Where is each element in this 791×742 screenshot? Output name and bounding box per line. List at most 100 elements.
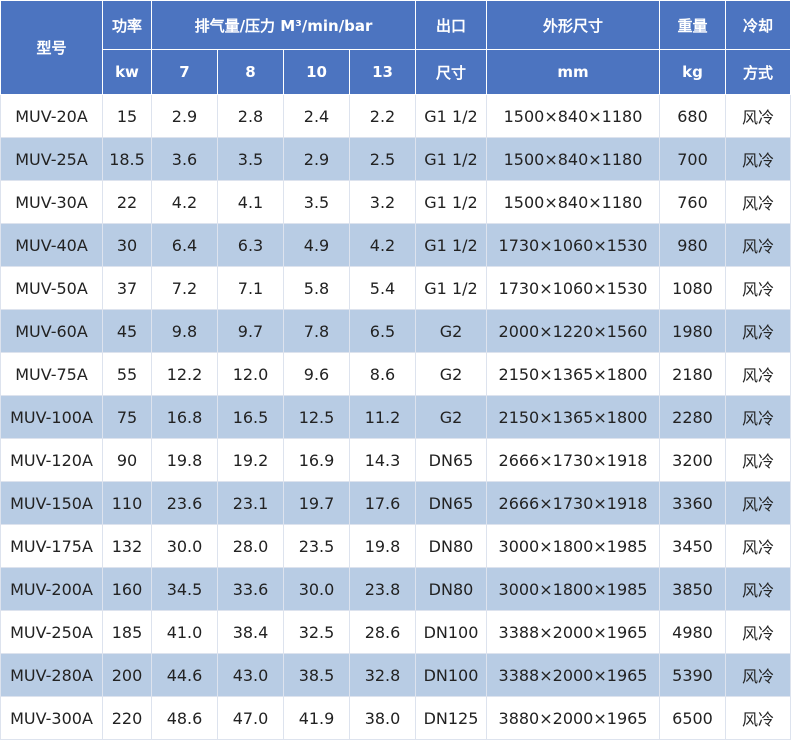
cell-weight: 1080 <box>659 266 726 310</box>
header-flow: 排气量/压力 M³/min/bar <box>151 0 416 50</box>
cell-flow-10: 9.6 <box>283 352 350 396</box>
cell-outlet: G1 1/2 <box>415 180 487 224</box>
cell-outlet: G2 <box>415 309 487 353</box>
cell-cooling: 风冷 <box>725 94 791 138</box>
cell-flow-8: 9.7 <box>217 309 284 353</box>
cell-power: 45 <box>102 309 152 353</box>
cell-flow-10: 3.5 <box>283 180 350 224</box>
cell-power: 30 <box>102 223 152 267</box>
table-row: MUV-30A 22 4.2 4.1 3.5 3.2 G1 1/2 1500×840×1180… <box>0 180 791 224</box>
cell-dimensions: 3388×2000×1965 <box>486 653 660 697</box>
cell-flow-10: 19.7 <box>283 481 350 525</box>
table-row: MUV-120A 90 19.8 19.2 16.9 14.3 DN65 2666×1730×… <box>0 438 791 482</box>
cell-flow-7: 4.2 <box>151 180 218 224</box>
cell-flow-8: 16.5 <box>217 395 284 439</box>
cell-flow-8: 3.5 <box>217 137 284 181</box>
cell-flow-10: 5.8 <box>283 266 350 310</box>
header-pressure-10: 10 <box>283 49 350 95</box>
cell-model: MUV-50A <box>0 266 103 310</box>
cell-flow-8: 4.1 <box>217 180 284 224</box>
cell-weight: 6500 <box>659 696 726 740</box>
cell-flow-8: 6.3 <box>217 223 284 267</box>
cell-flow-10: 32.5 <box>283 610 350 654</box>
cell-power: 55 <box>102 352 152 396</box>
cell-flow-10: 16.9 <box>283 438 350 482</box>
cell-cooling: 风冷 <box>725 180 791 224</box>
cell-weight: 980 <box>659 223 726 267</box>
cell-flow-8: 2.8 <box>217 94 284 138</box>
cell-cooling: 风冷 <box>725 309 791 353</box>
cell-flow-7: 16.8 <box>151 395 218 439</box>
cell-cooling: 风冷 <box>725 481 791 525</box>
cell-model: MUV-280A <box>0 653 103 697</box>
table-row: MUV-60A 45 9.8 9.7 7.8 6.5 G2 2000×1220×1560 198… <box>0 309 791 353</box>
cell-flow-8: 33.6 <box>217 567 284 611</box>
cell-dimensions: 1500×840×1180 <box>486 94 660 138</box>
header-dimensions: 外形尺寸 <box>486 0 660 50</box>
cell-power: 160 <box>102 567 152 611</box>
cell-flow-10: 30.0 <box>283 567 350 611</box>
cell-flow-13: 5.4 <box>349 266 416 310</box>
cell-outlet: G1 1/2 <box>415 223 487 267</box>
cell-weight: 5390 <box>659 653 726 697</box>
cell-model: MUV-100A <box>0 395 103 439</box>
cell-outlet: DN65 <box>415 481 487 525</box>
cell-power: 110 <box>102 481 152 525</box>
cell-flow-13: 23.8 <box>349 567 416 611</box>
table-row: MUV-100A 75 16.8 16.5 12.5 11.2 G2 2150×1365×18… <box>0 395 791 439</box>
cell-dimensions: 2150×1365×1800 <box>486 395 660 439</box>
cell-weight: 2280 <box>659 395 726 439</box>
header-model: 型号 <box>0 0 103 95</box>
table-row: MUV-25A 18.5 3.6 3.5 2.9 2.5 G1 1/2 1500×840×11… <box>0 137 791 181</box>
cell-outlet: G1 1/2 <box>415 137 487 181</box>
cell-flow-13: 28.6 <box>349 610 416 654</box>
cell-flow-7: 7.2 <box>151 266 218 310</box>
cell-model: MUV-300A <box>0 696 103 740</box>
cell-dimensions: 3000×1800×1985 <box>486 567 660 611</box>
cell-flow-10: 7.8 <box>283 309 350 353</box>
header-outlet: 出口 <box>415 0 487 50</box>
cell-model: MUV-25A <box>0 137 103 181</box>
header-power: 功率 <box>102 0 152 50</box>
cell-flow-8: 47.0 <box>217 696 284 740</box>
cell-outlet: DN100 <box>415 610 487 654</box>
cell-flow-7: 12.2 <box>151 352 218 396</box>
cell-flow-7: 6.4 <box>151 223 218 267</box>
cell-flow-7: 2.9 <box>151 94 218 138</box>
cell-weight: 3360 <box>659 481 726 525</box>
cell-flow-10: 12.5 <box>283 395 350 439</box>
table-row: MUV-150A 110 23.6 23.1 19.7 17.6 DN65 2666×1730… <box>0 481 791 525</box>
header-dimensions-unit: mm <box>486 49 660 95</box>
cell-dimensions: 2666×1730×1918 <box>486 481 660 525</box>
cell-flow-7: 48.6 <box>151 696 218 740</box>
cell-flow-8: 7.1 <box>217 266 284 310</box>
cell-model: MUV-60A <box>0 309 103 353</box>
cell-flow-13: 38.0 <box>349 696 416 740</box>
header-pressure-13: 13 <box>349 49 416 95</box>
cell-outlet: DN125 <box>415 696 487 740</box>
table-header: 型号 功率 排气量/压力 M³/min/bar 出口 外形尺寸 重量 冷却 kw… <box>0 0 791 95</box>
cell-flow-13: 14.3 <box>349 438 416 482</box>
cell-power: 220 <box>102 696 152 740</box>
cell-outlet: G2 <box>415 352 487 396</box>
cell-flow-7: 3.6 <box>151 137 218 181</box>
cell-dimensions: 3000×1800×1985 <box>486 524 660 568</box>
cell-weight: 3200 <box>659 438 726 482</box>
cell-flow-8: 38.4 <box>217 610 284 654</box>
cell-flow-13: 8.6 <box>349 352 416 396</box>
cell-dimensions: 2150×1365×1800 <box>486 352 660 396</box>
cell-weight: 2180 <box>659 352 726 396</box>
cell-model: MUV-175A <box>0 524 103 568</box>
cell-power: 22 <box>102 180 152 224</box>
cell-flow-7: 34.5 <box>151 567 218 611</box>
table-row: MUV-250A 185 41.0 38.4 32.5 28.6 DN100 3388×200… <box>0 610 791 654</box>
cell-flow-8: 12.0 <box>217 352 284 396</box>
table-row: MUV-280A 200 44.6 43.0 38.5 32.8 DN100 3388×200… <box>0 653 791 697</box>
cell-cooling: 风冷 <box>725 610 791 654</box>
cell-outlet: G1 1/2 <box>415 94 487 138</box>
cell-flow-7: 30.0 <box>151 524 218 568</box>
cell-flow-8: 19.2 <box>217 438 284 482</box>
cell-flow-13: 4.2 <box>349 223 416 267</box>
cell-flow-7: 44.6 <box>151 653 218 697</box>
cell-power: 185 <box>102 610 152 654</box>
